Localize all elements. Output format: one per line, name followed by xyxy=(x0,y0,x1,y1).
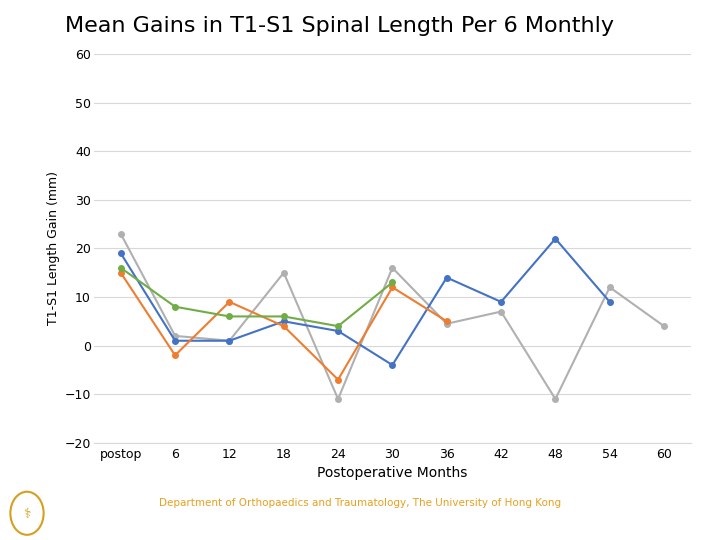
Text: Department of Orthopaedics and Traumatology, The University of Hong Kong: Department of Orthopaedics and Traumatol… xyxy=(159,498,561,508)
X-axis label: Postoperative Months: Postoperative Months xyxy=(318,466,467,480)
Y-axis label: T1-S1 Length Gain (mm): T1-S1 Length Gain (mm) xyxy=(48,171,60,326)
Text: Mean Gains in T1-S1 Spinal Length Per 6 Monthly: Mean Gains in T1-S1 Spinal Length Per 6 … xyxy=(65,16,613,36)
Text: 香港大學矯形及創傷外科學系: 香港大學矯形及創傷外科學系 xyxy=(320,520,400,530)
Text: ⚕: ⚕ xyxy=(23,507,31,520)
Text: ✚: ✚ xyxy=(693,507,703,520)
